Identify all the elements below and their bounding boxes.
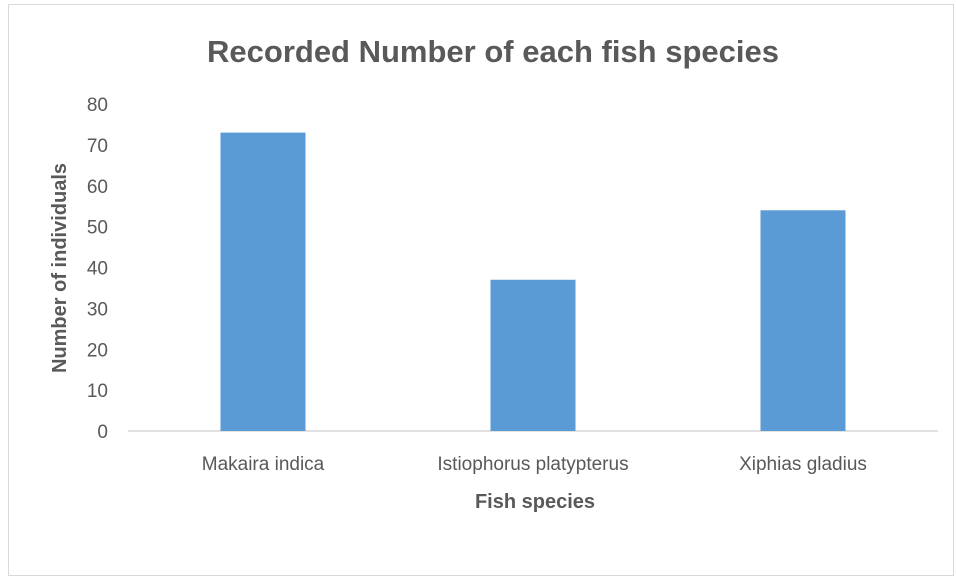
x-axis-title: Fish species xyxy=(475,491,595,513)
y-tick-label: 30 xyxy=(87,299,108,320)
y-axis-title: Number of individuals xyxy=(49,163,71,373)
x-tick-label: Makaira indica xyxy=(202,454,325,475)
bar xyxy=(760,210,846,431)
x-tick-label: Istiophorus platypterus xyxy=(437,454,628,475)
y-tick-label: 60 xyxy=(87,177,108,198)
chart-title: Recorded Number of each fish species xyxy=(207,34,779,69)
y-tick-label: 50 xyxy=(87,218,108,239)
y-tick-label: 20 xyxy=(87,340,108,361)
bar xyxy=(490,279,576,431)
x-tick-label: Xiphias gladius xyxy=(739,454,867,475)
y-tick-label: 10 xyxy=(87,381,108,402)
y-tick-label: 40 xyxy=(87,259,108,280)
y-tick-label: 0 xyxy=(97,422,108,443)
x-axis-ticks: Makaira indica Istiophorus platypterus Xip… xyxy=(202,454,867,475)
bars xyxy=(220,132,846,432)
y-axis-ticks: 0 10 20 30 40 50 60 70 80 xyxy=(87,95,108,443)
y-tick-label: 80 xyxy=(87,95,108,116)
bar xyxy=(220,132,306,432)
y-tick-label: 70 xyxy=(87,136,108,157)
